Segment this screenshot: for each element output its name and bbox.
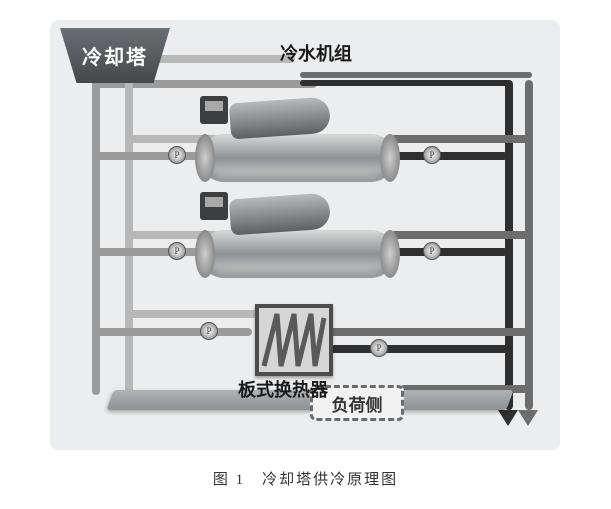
cooling-tower-body: 冷却塔 [60,28,170,83]
pipe-from-hx-1 [330,345,508,353]
pipe-cw-riser-2 [125,60,133,395]
pipe-to-hx-2 [125,310,260,318]
pipe-to-hx-1 [92,328,252,336]
pump-chw-2: P [423,242,441,260]
chiller-2 [200,198,395,278]
page: 冷却塔 P P P P P P [0,0,611,509]
arrow-chw-down-icon [498,410,518,426]
pipe-from-chiller2-d [390,231,530,239]
pipe-from-chiller1-d [390,135,530,143]
chiller-2-control-panel [200,192,228,220]
chiller-1 [200,102,395,182]
chiller-2-compressor [229,193,331,236]
plate-heat-exchanger [255,304,333,376]
pipe-from-hx-2 [330,328,528,336]
chiller-2-end-right [380,230,400,278]
schematic-diagram: 冷却塔 P P P P P P [50,20,560,450]
chiller-1-control-panel [200,96,228,124]
pipe-chw-top-2 [300,72,532,78]
pipe-chw-riser-2 [525,80,533,410]
cooling-tower: 冷却塔 [60,28,170,83]
chiller-2-barrel [200,230,395,278]
pump-chw-hx: P [370,339,388,357]
plate-hx-icon [259,308,329,372]
arrow-chw-down-icon-2 [518,410,538,426]
chiller-group-label: 冷水机组 [280,40,352,66]
pipe-cw-riser-1 [92,80,100,395]
cooling-tower-label: 冷却塔 [82,41,148,70]
figure-caption: 图 1 冷却塔供冷原理图 [0,468,611,489]
pump-cw-hx: P [200,322,218,340]
pump-cw-1: P [168,146,186,164]
chiller-1-end-left [195,134,215,182]
chiller-2-end-left [195,230,215,278]
pump-cw-2: P [168,242,186,260]
chiller-1-end-right [380,134,400,182]
load-side-label: 负荷侧 [332,391,383,416]
pipe-chw-riser-1 [505,80,513,410]
pump-chw-1: P [423,146,441,164]
plate-hx-label: 板式换热器 [238,376,328,402]
pipe-chw-top-1 [300,80,510,86]
chiller-1-barrel [200,134,395,182]
chiller-1-compressor [229,97,331,140]
